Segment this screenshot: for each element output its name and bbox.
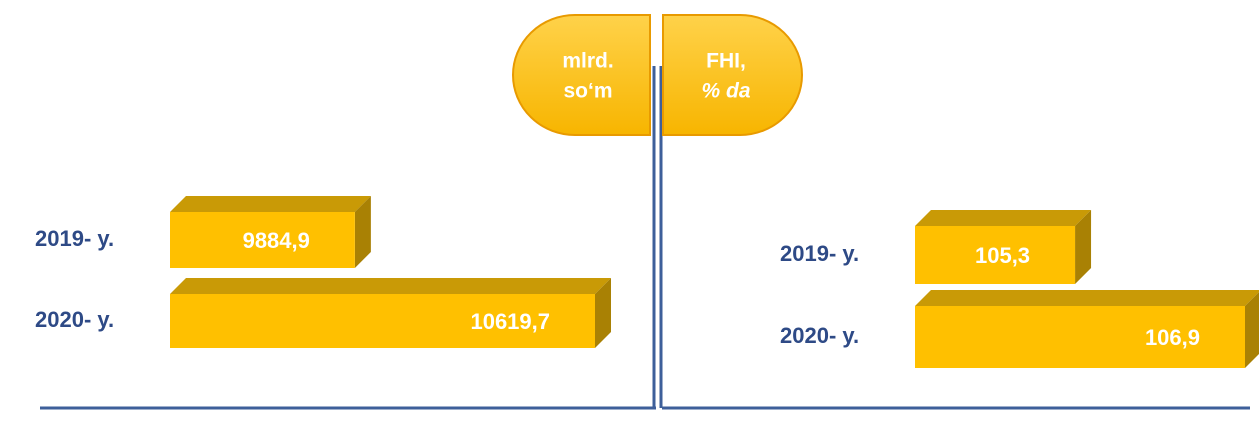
- category-label: 2019- y.: [35, 226, 114, 251]
- value-label: 106,9: [1145, 325, 1200, 350]
- category-label: 2020- y.: [780, 323, 859, 348]
- bar-side: [354, 196, 371, 268]
- unit-pill: [662, 14, 803, 136]
- bar: [170, 294, 595, 348]
- unit-label: mlrd.: [562, 50, 613, 73]
- bar-top: [170, 278, 611, 294]
- category-label: 2020- y.: [35, 307, 114, 332]
- value-label: 105,3: [975, 243, 1030, 268]
- bar: [170, 212, 355, 268]
- bar: [915, 226, 1076, 284]
- bar-top: [915, 290, 1259, 306]
- bar-side: [1245, 292, 1259, 368]
- bar: [915, 306, 1245, 368]
- category-label: 2019- y.: [780, 241, 859, 266]
- unit-label: so‘m: [563, 80, 612, 103]
- value-label: 9884,9: [243, 228, 310, 253]
- unit-pill: [512, 14, 651, 136]
- unit-label: FHI,: [706, 50, 746, 73]
- value-label: 10619,7: [470, 309, 550, 334]
- bar-side: [595, 278, 611, 348]
- unit-label: % da: [701, 80, 750, 103]
- bar-top: [170, 196, 371, 212]
- bar-top: [915, 210, 1092, 226]
- bar-side: [1075, 210, 1092, 284]
